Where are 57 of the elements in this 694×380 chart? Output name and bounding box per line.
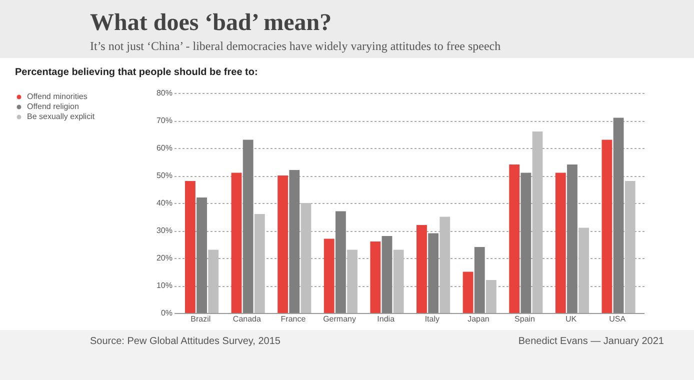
bar [428,233,439,313]
x-tick-label: Italy [424,314,440,324]
bar [382,236,392,313]
bar [324,238,334,313]
text: Benedict Evans — January 2021 [518,336,664,347]
bar [393,250,404,313]
bar [335,211,346,313]
y-tick-label: 70% [156,116,172,125]
legend-label: Offend minorities [27,92,88,101]
bar [440,216,450,313]
y-tick-label: 30% [156,226,172,235]
x-tick-label: Brazil [190,314,211,324]
bar [300,203,312,313]
y-tick-label: 40% [156,198,172,208]
chart-title: What does ‘bad’ mean? [90,10,333,37]
x-tick-label: Japan [468,314,490,324]
legend-label: Be sexually explicit [27,112,96,121]
bar [289,170,300,313]
x-tick-label: UK [566,314,578,324]
text: Percentage believing that people should be free to: [15,67,258,78]
bar [578,228,590,313]
y-tick-label: 0% [160,308,172,318]
bar [196,198,207,313]
chart-subtitle: It’s not just ‘China’ - liberal democracies have widely varying attitudes to free speech [90,39,502,54]
bar [624,181,636,313]
bar [208,250,219,313]
bar [347,250,358,313]
bar [602,140,612,313]
source-note: Source: Pew Global Attitudes Survey, 2015 [90,336,280,347]
y-tick-label: 60% [156,144,172,152]
bar [520,172,532,313]
y-tick-label: 50% [156,171,172,180]
bar [254,214,265,313]
legend-label: Offend religion [27,102,79,111]
bar [509,164,520,313]
bar [567,164,578,313]
x-tick-label: Canada [232,314,262,324]
bar [416,225,427,313]
x-tick-label: Spain [514,314,535,324]
bar [231,172,242,313]
bar [370,242,381,313]
x-tick-label: Germany [323,314,356,324]
x-tick-label: France [280,314,306,324]
y-tick-label: 20% [156,254,172,262]
bar [278,176,288,313]
bar [532,132,543,313]
y-tick-label: 10% [156,281,172,290]
bar [185,181,196,313]
x-tick-label: USA [609,314,626,324]
x-tick-label: India [377,314,396,324]
bar [474,247,485,313]
bar [242,140,254,313]
bar [486,280,496,313]
y-tick-label: 80% [156,88,172,98]
bar [613,118,624,313]
bar [555,172,566,313]
bar [462,272,474,313]
